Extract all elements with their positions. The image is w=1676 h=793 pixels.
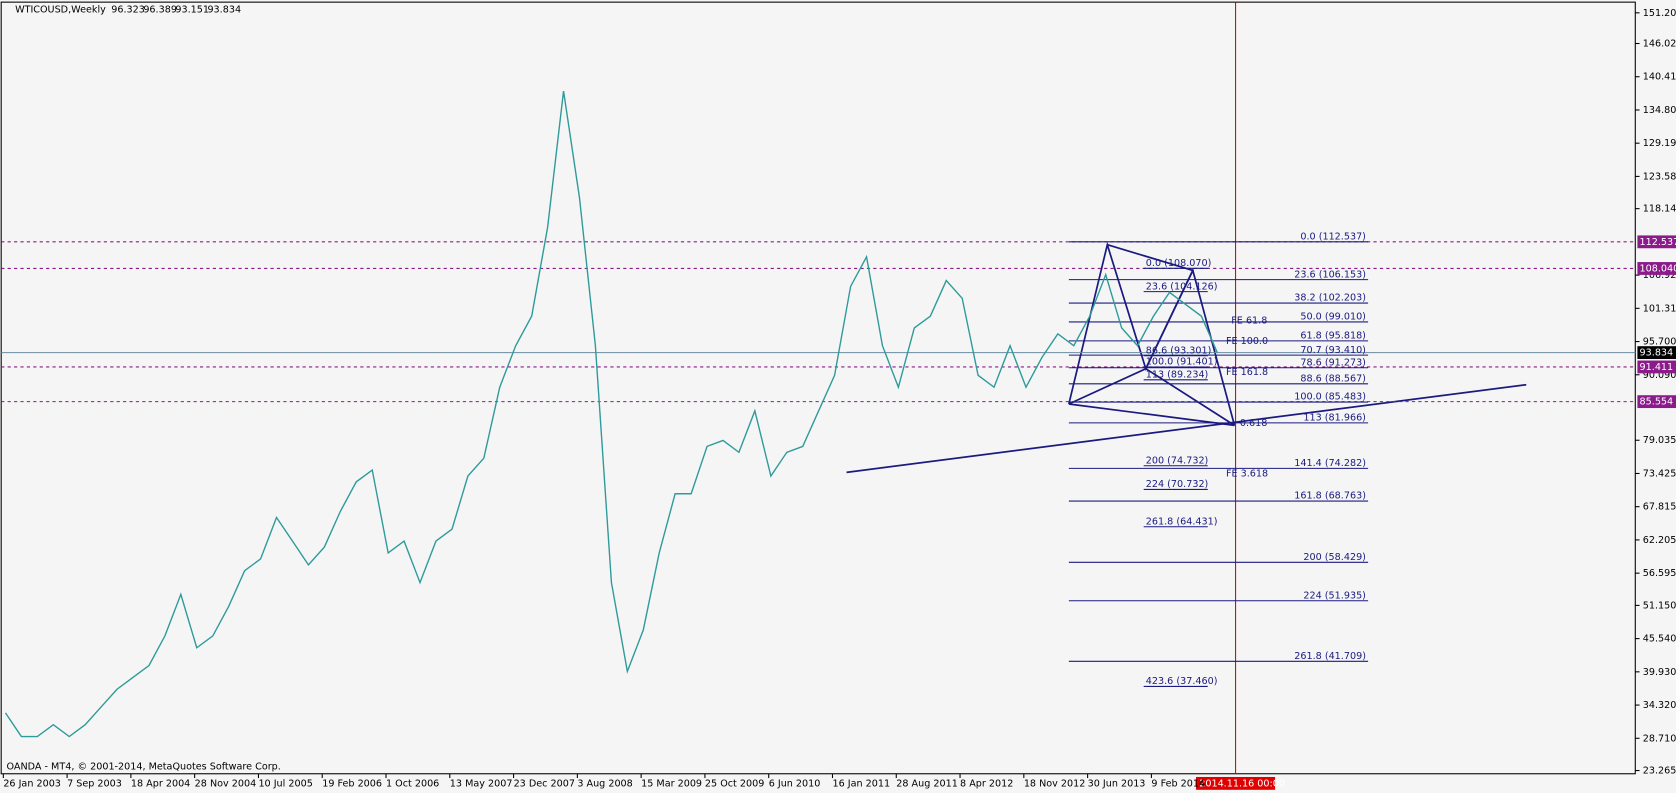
pattern-top	[1107, 243, 1195, 370]
fe-label: FE 100.0	[1226, 336, 1268, 347]
y-tick-label: 129.195	[1643, 138, 1676, 149]
fib-label: 261.8 (41.709)	[1294, 651, 1366, 662]
price-tag-label: 112.537	[1640, 237, 1676, 248]
x-tick-label: 7 Sep 2003	[67, 778, 122, 789]
y-tick-label: 101.310	[1643, 303, 1676, 314]
y-tick-label: 67.815	[1643, 502, 1676, 513]
y-tick-label: 45.540	[1643, 634, 1676, 645]
price-tag-label: 93.834	[1640, 348, 1674, 359]
y-tick-label: 151.205	[1643, 8, 1676, 19]
x-tick-label: 23 Dec 2007	[514, 778, 575, 789]
x-tick-label: 18 Apr 2004	[131, 778, 190, 789]
x-tick-label: 15 Mar 2009	[641, 778, 702, 789]
price-tag-label: 108.040	[1640, 263, 1676, 274]
y-tick-label: 73.425	[1643, 468, 1676, 479]
y-tick-label: 39.930	[1643, 667, 1676, 678]
fib-label: 23.6 (104.126)	[1146, 281, 1218, 292]
y-tick-label: 123.585	[1643, 171, 1676, 182]
fib-label: 224 (51.935)	[1303, 590, 1366, 601]
x-tick-label: 13 May 2007	[450, 778, 513, 789]
x-tick-label: 8 Apr 2012	[960, 778, 1013, 789]
y-tick-label: 90.090	[1643, 370, 1676, 381]
x-tick-label: 19 Feb 2006	[322, 778, 382, 789]
price-tag	[1637, 395, 1676, 409]
price-tag	[1637, 235, 1676, 249]
x-tick-label: 30 Jun 2013	[1088, 778, 1146, 789]
x-tick-label: 6 Jun 2010	[769, 778, 821, 789]
fib-label: 224 (70.732)	[1146, 479, 1209, 490]
price-tag	[1637, 262, 1676, 275]
pattern-base	[1068, 367, 1235, 427]
fib-label: 200 (58.429)	[1303, 552, 1366, 563]
price-line	[4, 90, 1218, 738]
y-tick-label: 134.800	[1643, 105, 1676, 116]
ohlc-value: 96.389	[143, 5, 177, 16]
fib-label: 70.7 (93.410)	[1300, 345, 1366, 356]
x-tick-label: 26 Jan 2003	[3, 778, 61, 789]
fib-label: 88.6 (88.567)	[1300, 373, 1366, 384]
y-tick-label: 34.320	[1643, 700, 1676, 711]
fib-label: 0.0 (112.537)	[1300, 231, 1366, 242]
ohlc-value: 93.834	[207, 5, 241, 16]
fib-label: 161.8 (68.763)	[1294, 491, 1366, 502]
fib-label: 61.8 (95.818)	[1300, 331, 1366, 342]
x-tick-label: 28 Aug 2011	[896, 778, 958, 789]
fib-label: 23.6 (106.153)	[1294, 269, 1366, 280]
ohlc-value: 96.323	[111, 5, 145, 16]
fe-label: FE 161.8	[1226, 367, 1268, 378]
fib-label: 100.0 (85.483)	[1294, 392, 1366, 403]
fib-label: 100.0 (91.401)	[1146, 357, 1218, 368]
y-tick-label: 56.595	[1643, 568, 1676, 579]
x-tick-label: 28 Nov 2004	[195, 778, 257, 789]
y-tick-label: 118.140	[1643, 204, 1676, 215]
y-tick-label: 146.025	[1643, 39, 1676, 50]
x-tick-label: 16 Jan 2011	[832, 778, 890, 789]
x-tick-label: 3 Aug 2008	[577, 778, 632, 789]
price-tag-label: 85.554	[1640, 397, 1674, 408]
ohlc-value: 93.151	[175, 5, 209, 16]
fib-label: 50.0 (99.010)	[1300, 312, 1366, 323]
trend-line	[846, 383, 1527, 474]
fib-label: 78.6 (91.273)	[1300, 357, 1366, 368]
fib-label: 38.2 (102.203)	[1294, 293, 1366, 304]
fib-label: 423.6 (37.460)	[1146, 676, 1218, 687]
fe-label: FE 61.8	[1231, 316, 1267, 327]
y-tick-label: 79.035	[1643, 435, 1676, 446]
cursor-label: 2014.11.16 00:00	[1199, 778, 1285, 789]
x-tick-label: 18 Nov 2012	[1024, 778, 1086, 789]
y-tick-label: 95.700	[1643, 337, 1676, 348]
fib-label: 261.8 (64.431)	[1146, 516, 1218, 527]
y-tick-label: 51.150	[1643, 600, 1676, 611]
fib-label: 86.6 (93.301)	[1146, 345, 1212, 356]
fib-label: 141.4 (74.282)	[1294, 458, 1366, 469]
fib-label: 113 (89.234)	[1146, 369, 1209, 380]
chart-title: WTICOUSD,Weekly	[15, 5, 106, 16]
y-tick-label: 106.920	[1643, 270, 1676, 281]
x-tick-label: 9 Feb 2014	[1151, 778, 1205, 789]
fe-label: FE 3.618	[1226, 468, 1268, 479]
price-tag-label: 91.411	[1640, 362, 1674, 373]
y-tick-label: 140.415	[1643, 72, 1676, 83]
x-tick-label: 1 Oct 2006	[386, 778, 439, 789]
price-tag	[1637, 360, 1676, 374]
fib-label: 113 (81.966)	[1303, 413, 1366, 424]
footer: OANDA - MT4, © 2001-2014, MetaQuotes Sof…	[7, 761, 281, 772]
fe-label: 0.618	[1240, 418, 1268, 429]
x-tick-label: 10 Jul 2005	[258, 778, 312, 789]
y-tick-label: 28.710	[1643, 733, 1676, 744]
price-tag	[1637, 346, 1676, 360]
y-tick-label: 62.205	[1643, 535, 1676, 546]
cursor-label-box	[1196, 776, 1276, 790]
y-tick-label: 23.265	[1643, 766, 1676, 777]
fib-label: 200 (74.732)	[1146, 455, 1209, 466]
x-tick-label: 25 Oct 2009	[705, 778, 764, 789]
fib-label: 0.0 (108.070)	[1146, 258, 1212, 269]
plot-frame	[0, 1, 1636, 775]
